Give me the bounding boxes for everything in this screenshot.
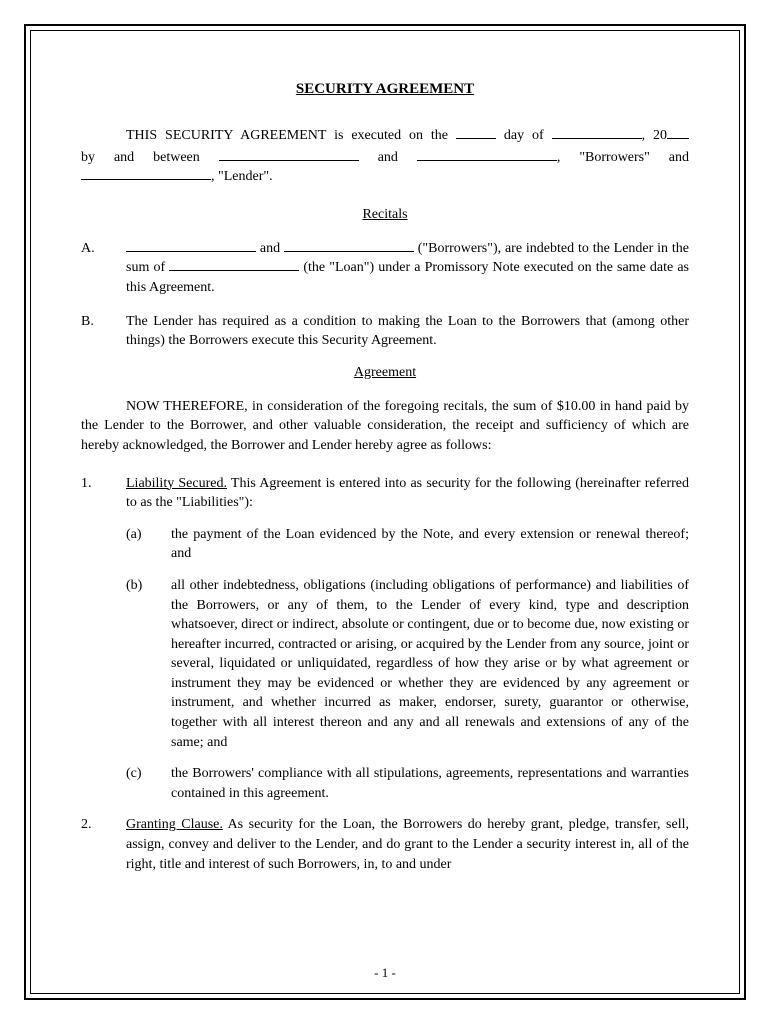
clause-2-title: Granting Clause. — [126, 817, 223, 832]
blank-party2 — [417, 160, 557, 161]
blank-sum — [169, 270, 299, 271]
clause-2-body: Granting Clause. As security for the Loa… — [126, 815, 689, 874]
blank-month — [552, 138, 642, 139]
sub-1c-label: (c) — [126, 764, 171, 803]
recitals-header: Recitals — [81, 207, 689, 223]
intro-by: by — [81, 150, 95, 165]
blank-borrower2 — [284, 251, 414, 252]
page-number: - 1 - — [31, 965, 739, 981]
sub-1b-label: (b) — [126, 576, 171, 752]
clause-2-num: 2. — [81, 815, 126, 874]
recital-a: A. and ("Borrowers"), are indebted to th… — [81, 239, 689, 298]
intro-and3: and — [669, 150, 689, 165]
agreement-header: Agreement — [81, 365, 689, 381]
clause-1-body: Liability Secured. This Agreement is ent… — [126, 474, 689, 513]
intro-and1: and — [114, 150, 134, 165]
clause-1: 1. Liability Secured. This Agreement is … — [81, 474, 689, 513]
recital-label-b: B. — [81, 312, 126, 351]
recital-label-a: A. — [81, 239, 126, 298]
sub-1b: (b) all other indebtedness, obligations … — [126, 576, 689, 752]
blank-party1 — [219, 160, 359, 161]
intro-borrowers: "Borrowers" — [579, 150, 650, 165]
recital-a-pre: and — [256, 241, 284, 256]
sub-1a: (a) the payment of the Loan evidenced by… — [126, 525, 689, 564]
intro-paragraph: THIS SECURITY AGREEMENT is executed on t… — [81, 126, 689, 187]
intro-comma: , — [557, 150, 561, 165]
sub-1c-text: the Borrowers' compliance with all stipu… — [171, 764, 689, 803]
blank-day — [456, 138, 496, 139]
recital-body-a: and ("Borrowers"), are indebted to the L… — [126, 239, 689, 298]
clause-2: 2. Granting Clause. As security for the … — [81, 815, 689, 874]
sub-1a-label: (a) — [126, 525, 171, 564]
sub-1b-text: all other indebtedness, obligations (inc… — [171, 576, 689, 752]
blank-borrower1 — [126, 251, 256, 252]
recital-body-b: The Lender has required as a condition t… — [126, 312, 689, 351]
blank-lender — [81, 179, 211, 180]
intro-between: between — [153, 150, 200, 165]
now-therefore: NOW THEREFORE, in consideration of the f… — [81, 397, 689, 456]
document-title: SECURITY AGREEMENT — [81, 81, 689, 98]
intro-lender-text: , "Lender". — [211, 169, 273, 184]
clause-1-title: Liability Secured. — [126, 476, 227, 491]
clause-1-num: 1. — [81, 474, 126, 513]
intro-text-1: THIS SECURITY AGREEMENT is executed on t… — [126, 128, 456, 143]
intro-and2: and — [378, 150, 398, 165]
recital-b: B. The Lender has required as a conditio… — [81, 312, 689, 351]
intro-text-3: , 20 — [642, 128, 667, 143]
outer-border: SECURITY AGREEMENT THIS SECURITY AGREEME… — [24, 24, 746, 1000]
sub-1c: (c) the Borrowers' compliance with all s… — [126, 764, 689, 803]
inner-border: SECURITY AGREEMENT THIS SECURITY AGREEME… — [30, 30, 740, 994]
intro-text-2: day of — [496, 128, 552, 143]
blank-year — [667, 138, 689, 139]
sub-1a-text: the payment of the Loan evidenced by the… — [171, 525, 689, 564]
recital-a-post: (the "Loan") under a Promissory Note exe… — [126, 260, 689, 295]
